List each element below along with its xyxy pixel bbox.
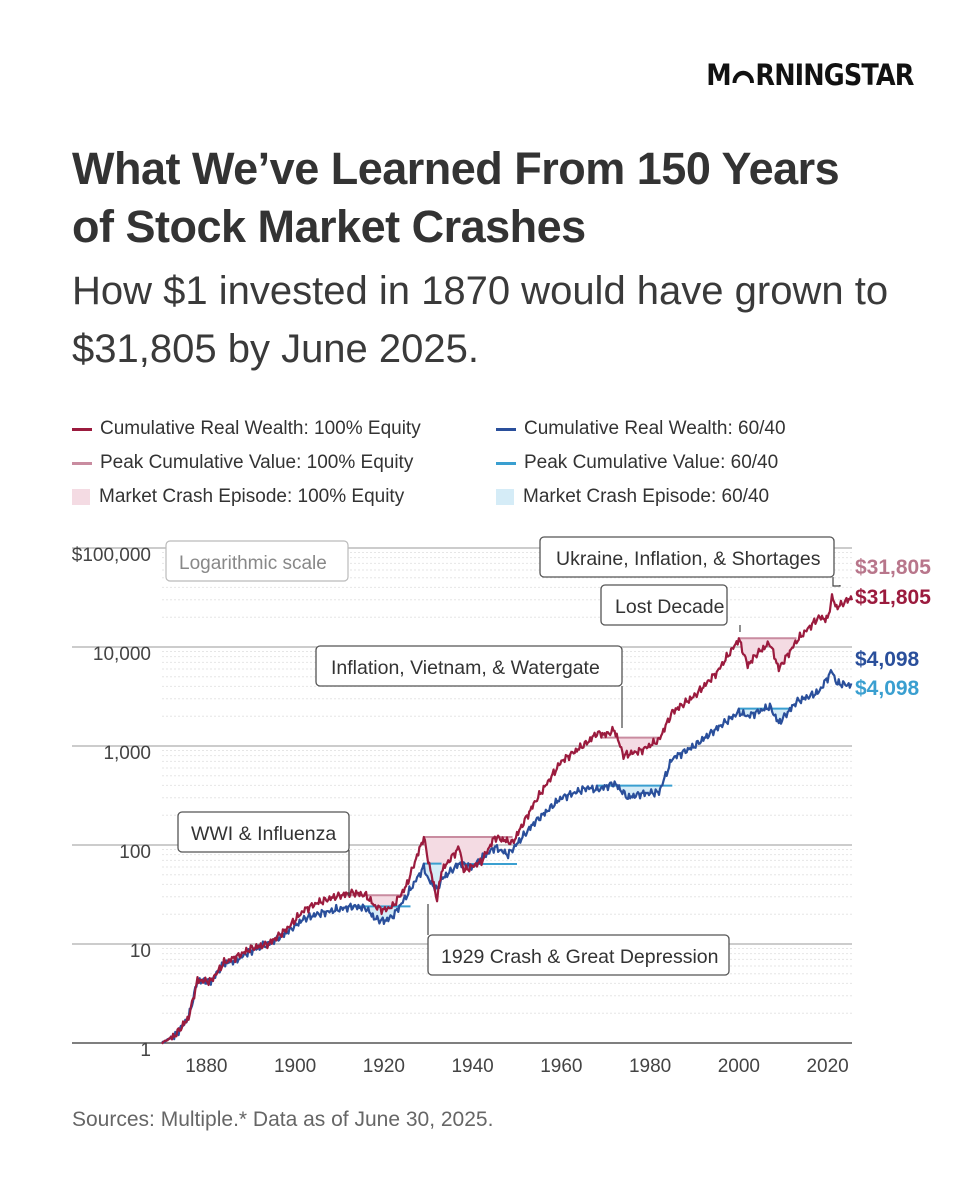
legend-item-equity-crash: Market Crash Episode: 100% Equity bbox=[72, 482, 404, 512]
x-tick-label: 2020 bbox=[806, 1056, 848, 1077]
equity-crash-area bbox=[339, 895, 407, 914]
legend-label: Market Crash Episode: 100% Equity bbox=[99, 486, 405, 507]
end-label-equity-peak: $31,805 bbox=[855, 556, 931, 579]
page-title: What We’ve Learned From 150 Years of Sto… bbox=[72, 143, 840, 252]
legend-swatch-equity-line bbox=[72, 427, 92, 431]
legend-item-equity-peak: Peak Cumulative Value: 100% Equity bbox=[72, 448, 413, 478]
annotation-leader-ukraine bbox=[832, 577, 841, 587]
y-tick-label: 1,000 bbox=[103, 743, 151, 764]
wealth-chart: $100,000 10,000 1,000 100 10 1 1880 1900 1920 194… bbox=[72, 536, 931, 1077]
equity-wealth-line bbox=[161, 593, 854, 1045]
annotation-box-1929 bbox=[427, 934, 730, 976]
balanced-wealth-line bbox=[161, 669, 853, 1044]
legend-swatch-equity-crash bbox=[72, 489, 90, 505]
balanced-crash-area bbox=[348, 906, 411, 924]
x-tick-label: 1980 bbox=[629, 1056, 671, 1077]
x-tick-label: 1940 bbox=[451, 1056, 493, 1077]
annotation-1929: 1929 Crash & Great Depression bbox=[441, 946, 718, 968]
source-note: Sources: Multiple.* Data as of June 30, … bbox=[72, 1108, 494, 1131]
annotation-ukraine: Ukraine, Inflation, & Shortages bbox=[556, 548, 821, 570]
y-tick-label: $100,000 bbox=[72, 545, 151, 566]
annotation-box-wwi bbox=[177, 811, 350, 853]
page-subtitle: How $1 invested in 1870 would have grown… bbox=[72, 269, 889, 371]
end-label-equity: $31,805 bbox=[855, 586, 931, 609]
y-tick-label: 10,000 bbox=[93, 644, 151, 665]
legend-label: Market Crash Episode: 60/40 bbox=[523, 486, 770, 507]
legend-swatch-balanced-crash bbox=[496, 489, 514, 505]
y-tick-label: 1 bbox=[140, 1040, 151, 1061]
legend-item-balanced-crash: Market Crash Episode: 60/40 bbox=[496, 482, 769, 512]
annotation-lost-decade: Lost Decade bbox=[615, 596, 725, 618]
x-tick-label: 1880 bbox=[185, 1056, 227, 1077]
axes: $100,000 10,000 1,000 100 10 1 1880 1900 1920 194… bbox=[72, 545, 849, 1077]
end-label-balanced: $4,098 bbox=[855, 648, 920, 671]
annotation-box-vietnam bbox=[315, 645, 623, 687]
legend-swatch-equity-peak bbox=[72, 461, 92, 465]
scale-note: Logarithmic scale bbox=[179, 553, 327, 574]
logo-o-icon bbox=[732, 62, 755, 88]
legend-item-equity-line: Cumulative Real Wealth: 100% Equity bbox=[72, 414, 421, 444]
legend-swatch-balanced-line bbox=[496, 427, 516, 431]
equity-crash-area bbox=[601, 737, 659, 759]
logo-prefix: M bbox=[706, 58, 732, 92]
x-tick-label: 2000 bbox=[718, 1056, 760, 1077]
x-tick-label: 1960 bbox=[540, 1056, 582, 1077]
balanced-crash-area bbox=[596, 785, 673, 799]
x-tick-label: 1920 bbox=[363, 1056, 405, 1077]
logo-suffix: RNINGSTAR bbox=[755, 58, 915, 92]
legend-label: Cumulative Real Wealth: 60/40 bbox=[524, 418, 786, 439]
legend-item-balanced-peak: Peak Cumulative Value: 60/40 bbox=[496, 448, 778, 478]
annotation-wwi: WWI & Influenza bbox=[191, 823, 336, 845]
morningstar-logo: M RNINGSTAR bbox=[706, 58, 915, 92]
wealth-lines bbox=[161, 593, 854, 1045]
legend-item-balanced-line: Cumulative Real Wealth: 60/40 bbox=[496, 414, 786, 444]
equity-crash-area bbox=[738, 638, 797, 672]
y-tick-label: 100 bbox=[119, 842, 151, 863]
legend-label: Cumulative Real Wealth: 100% Equity bbox=[100, 418, 421, 439]
annotation-vietnam: Inflation, Vietnam, & Watergate bbox=[331, 657, 600, 679]
end-label-balanced-peak: $4,098 bbox=[855, 677, 920, 700]
legend-swatch-balanced-peak bbox=[496, 461, 516, 465]
scale-note-box bbox=[165, 540, 349, 582]
annotation-box-ukraine bbox=[539, 536, 835, 578]
legend-label: Peak Cumulative Value: 60/40 bbox=[524, 452, 779, 473]
y-tick-label: 10 bbox=[130, 941, 151, 962]
annotation-box-lost-decade bbox=[600, 584, 728, 626]
x-tick-label: 1900 bbox=[274, 1056, 316, 1077]
legend-label: Peak Cumulative Value: 100% Equity bbox=[100, 452, 414, 473]
